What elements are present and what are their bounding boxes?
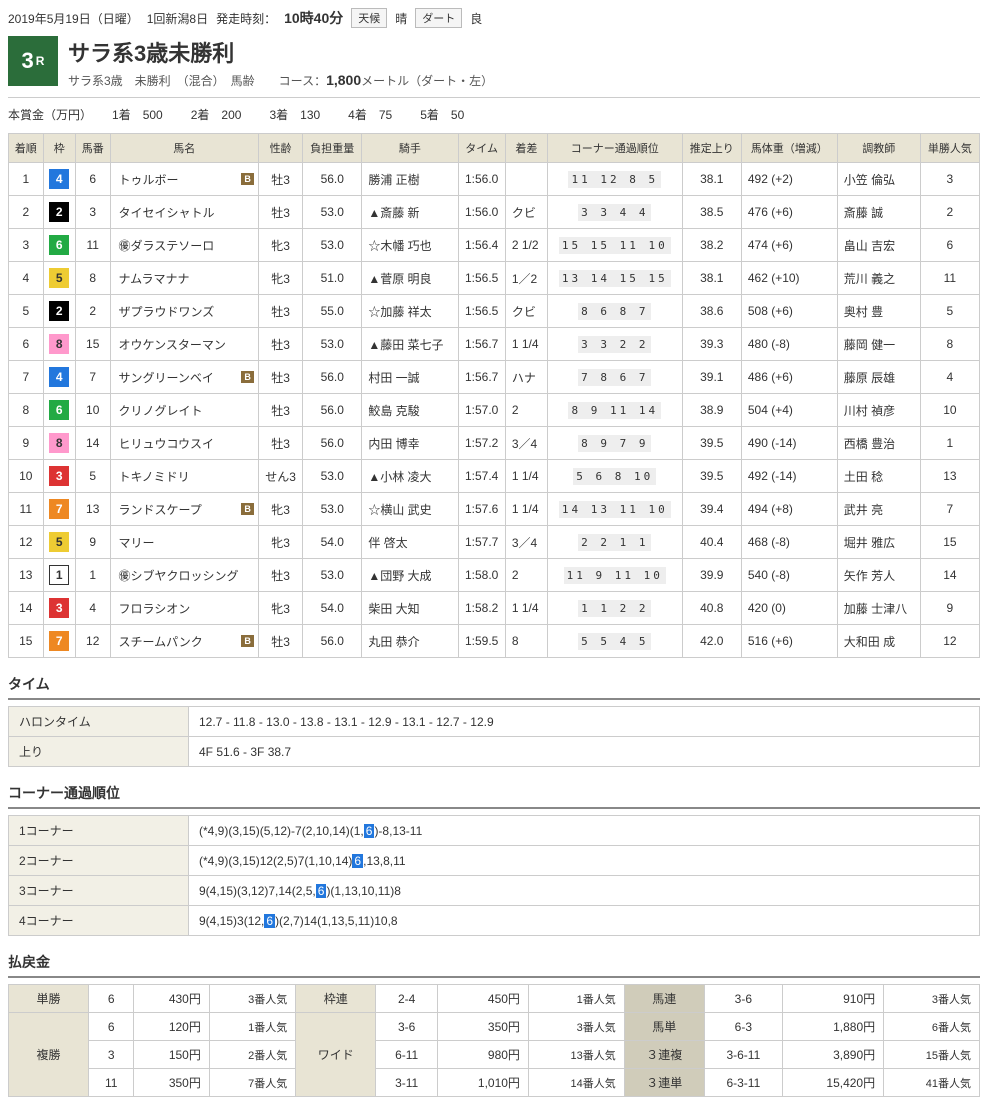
track-cond: 良 [470, 10, 482, 27]
col-header: コーナー通過順位 [547, 134, 682, 163]
result-row: 8 6 10 クリノグレイト 牡3 56.0 鮫島 克駿 1:57.0 2 8 … [9, 394, 980, 427]
race-header: 2019年5月19日（日曜） 1回新潟8日 発走時刻： 10時40分 天候 晴 … [8, 8, 980, 28]
col-header: 調教師 [837, 134, 920, 163]
result-row: 9 8 14 ヒリュウコウスイ 牡3 56.0 内田 博幸 1:57.2 3／4… [9, 427, 980, 460]
result-row: 7 4 7 サングリーンベイB 牡3 56.0 村田 一誠 1:56.7 ハナ … [9, 361, 980, 394]
result-row: 11 7 13 ランドスケープB 牝3 53.0 ☆横山 武史 1:57.6 1… [9, 493, 980, 526]
race-title-block: 3R サラ系3歳未勝利 サラ系3歳 未勝利 （混合） 馬齢 コース：1,800メ… [8, 36, 980, 98]
col-header: 馬名 [110, 134, 258, 163]
results-table: 着順枠馬番馬名性齢負担重量騎手タイム着差コーナー通過順位推定上り馬体重（増減）調… [8, 133, 980, 658]
result-row: 3 6 11 ㊝ダラステソーロ 牝3 53.0 ☆木幡 巧也 1:56.4 2 … [9, 229, 980, 262]
result-row: 4 5 8 ナムラマナナ 牝3 51.0 ▲菅原 明良 1:56.5 1／2 1… [9, 262, 980, 295]
post-time: 10時40分 [284, 8, 343, 28]
col-header: 枠 [43, 134, 75, 163]
track-label: ダート [415, 8, 462, 28]
weather: 晴 [395, 10, 407, 27]
race-meet: 1回新潟8日 [147, 10, 208, 27]
result-row: 15 7 12 スチームパンクB 牡3 56.0 丸田 恭介 1:59.5 8 … [9, 625, 980, 658]
result-row: 2 2 3 タイセイシャトル 牡3 53.0 ▲斎藤 新 1:56.0 クビ 3… [9, 196, 980, 229]
col-header: 騎手 [362, 134, 458, 163]
col-header: タイム [458, 134, 505, 163]
col-header: 推定上り [682, 134, 741, 163]
result-row: 13 1 1 ㊝シブヤクロッシング 牡3 53.0 ▲団野 大成 1:58.0 … [9, 559, 980, 592]
col-header: 着順 [9, 134, 44, 163]
col-header: 馬体重（増減） [741, 134, 837, 163]
weather-label: 天候 [351, 8, 387, 28]
result-row: 14 3 4 フロラシオン 牝3 54.0 柴田 大知 1:58.2 1 1/4… [9, 592, 980, 625]
result-row: 6 8 15 オウケンスターマン 牡3 53.0 ▲藤田 菜七子 1:56.7 … [9, 328, 980, 361]
race-title: サラ系3歳未勝利 [68, 36, 493, 68]
time-table: ハロンタイム12.7 - 11.8 - 13.0 - 13.8 - 13.1 -… [8, 706, 980, 767]
col-header: 単勝人気 [920, 134, 979, 163]
col-header: 性齢 [258, 134, 302, 163]
col-header: 着差 [505, 134, 547, 163]
result-row: 12 5 9 マリー 牝3 54.0 伴 啓太 1:57.7 3／4 2 2 1… [9, 526, 980, 559]
payout-section-title: 払戻金 [8, 952, 980, 978]
result-row: 1 4 6 トゥルボーB 牡3 56.0 勝浦 正樹 1:56.0 11 12 … [9, 163, 980, 196]
race-number: 3R [8, 36, 58, 86]
corner-section-title: コーナー通過順位 [8, 783, 980, 809]
race-subtitle: サラ系3歳 未勝利 （混合） 馬齢 コース：1,800メートル（ダート・左） [68, 72, 493, 89]
col-header: 馬番 [75, 134, 110, 163]
col-header: 負担重量 [303, 134, 362, 163]
payout-table: 単勝6430円3番人気枠連2-4450円1番人気馬連3-6910円3番人気複勝6… [8, 984, 980, 1097]
result-row: 5 2 2 ザプラウドワンズ 牡3 55.0 ☆加藤 祥太 1:56.5 クビ … [9, 295, 980, 328]
prize-row: 本賞金（万円） 1着5002着2003着1304着755着50 [8, 106, 980, 123]
time-section-title: タイム [8, 674, 980, 700]
corner-table: 1コーナー(*4,9)(3,15)(5,12)-7(2,10,14)(1,6)-… [8, 815, 980, 936]
post-label: 発走時刻： [216, 10, 276, 27]
race-date: 2019年5月19日（日曜） [8, 10, 139, 27]
result-row: 10 3 5 トキノミドリ せん3 53.0 ▲小林 凌大 1:57.4 1 1… [9, 460, 980, 493]
